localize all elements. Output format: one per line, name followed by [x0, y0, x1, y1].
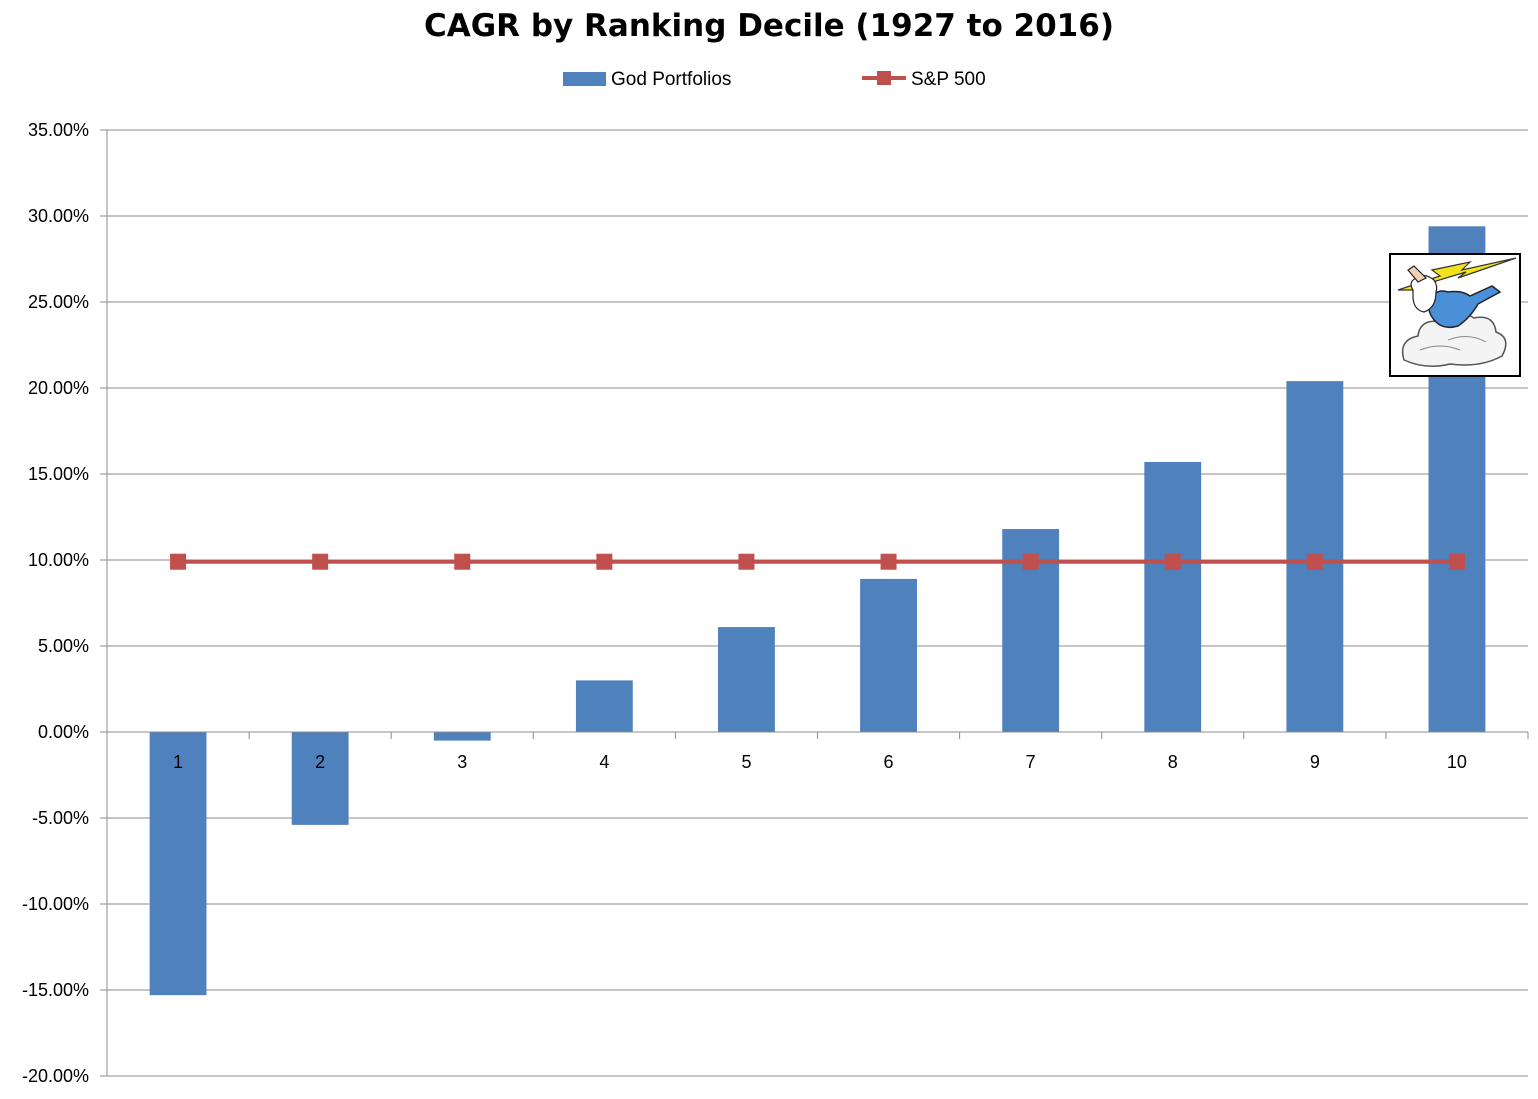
x-axis-tick-labels: 1 2 3 4 5 6 7 8 9 10	[173, 752, 1467, 772]
bar-god-portfolios-5	[718, 627, 775, 732]
y-tick-label: -15.00%	[22, 980, 89, 1000]
x-tick-label: 6	[884, 752, 894, 772]
marker-sp500-5	[738, 553, 755, 570]
marker-sp500-1	[170, 553, 187, 570]
legend: God Portfolios S&P 500	[563, 69, 986, 90]
x-tick-label: 4	[599, 752, 609, 772]
bar-god-portfolios-3	[433, 732, 491, 741]
y-tick-label: 15.00%	[28, 464, 89, 484]
legend-label-god-portfolios: God Portfolios	[611, 69, 731, 90]
y-tick-label: 30.00%	[28, 206, 89, 226]
y-tick-label: 25.00%	[28, 292, 89, 312]
x-tick-label: 8	[1168, 752, 1178, 772]
bar-god-portfolios-2	[291, 732, 349, 825]
bar-god-portfolios-8	[1144, 461, 1202, 732]
x-tick-label: 2	[315, 752, 325, 772]
marker-sp500-10	[1448, 553, 1465, 570]
y-tick-label: 5.00%	[38, 636, 89, 656]
marker-sp500-3	[454, 553, 471, 570]
zeus-lightning-icon	[1389, 253, 1521, 377]
x-tick-label: 1	[173, 752, 183, 772]
marker-sp500-6	[880, 553, 897, 570]
x-tick-label: 9	[1310, 752, 1320, 772]
bar-god-portfolios-4	[575, 680, 633, 732]
chart-title: CAGR by Ranking Decile (1927 to 2016)	[424, 8, 1114, 44]
x-tick-label: 5	[741, 752, 751, 772]
y-tick-label: 20.00%	[28, 378, 89, 398]
y-tick-label: 10.00%	[28, 550, 89, 570]
line-sp500	[170, 553, 1465, 570]
marker-sp500-2	[312, 553, 329, 570]
legend-swatch-god-portfolios	[563, 72, 606, 86]
legend-label-sp500: S&P 500	[911, 69, 986, 90]
marker-sp500-4	[596, 553, 613, 570]
bars-god-portfolios	[149, 226, 1486, 996]
y-tick-label: -5.00%	[32, 808, 89, 828]
y-axis-tick-labels: 35.00% 30.00% 25.00% 20.00% 15.00% 10.00% 5.00…	[22, 120, 89, 1086]
legend-swatch-sp500-marker	[877, 71, 891, 85]
y-tick-label: -10.00%	[22, 894, 89, 914]
marker-sp500-9	[1306, 553, 1323, 570]
y-tick-label: 0.00%	[38, 722, 89, 742]
marker-sp500-7	[1022, 553, 1039, 570]
y-tick-label: 35.00%	[28, 120, 89, 140]
x-tick-label: 7	[1026, 752, 1036, 772]
marker-sp500-8	[1164, 553, 1181, 570]
y-tick-label: -20.00%	[22, 1066, 89, 1086]
x-tick-label: 3	[457, 752, 467, 772]
bar-god-portfolios-1	[149, 732, 207, 996]
x-tick-label: 10	[1447, 752, 1467, 772]
bar-god-portfolios-6	[860, 578, 917, 732]
axes	[106, 130, 1529, 1076]
